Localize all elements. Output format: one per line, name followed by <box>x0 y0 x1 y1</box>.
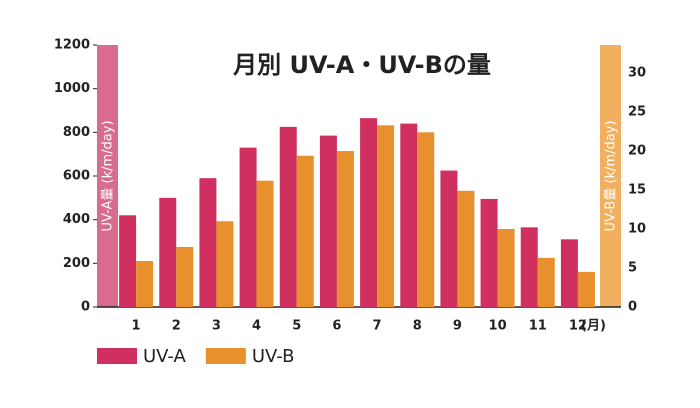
y-tick-label: 800 <box>63 125 90 140</box>
y-tick-label: 1000 <box>54 81 90 96</box>
bar <box>319 135 337 307</box>
x-tick-label: 5 <box>292 319 301 334</box>
x-tick-label: 9 <box>453 319 462 334</box>
bar <box>497 229 515 307</box>
bar <box>199 178 217 307</box>
x-axis-label: (月) <box>581 319 606 334</box>
legend-swatch <box>97 348 137 364</box>
legend-swatch <box>205 348 246 364</box>
y2-axis-label: UV-B量 (k/m/day) <box>604 121 619 232</box>
bar <box>256 180 274 307</box>
bar <box>577 271 595 307</box>
y-tick-label: 1200 <box>54 38 90 53</box>
bar <box>417 132 435 307</box>
x-tick-label: 2 <box>172 319 181 334</box>
bar <box>119 215 137 307</box>
x-tick-label: 11 <box>529 319 547 334</box>
y-axis-band <box>97 45 118 307</box>
bar <box>336 151 354 307</box>
bar <box>136 260 154 307</box>
y-tick-label: 600 <box>63 169 90 184</box>
bar <box>279 126 297 307</box>
y2-tick-label: 10 <box>628 222 646 237</box>
y2-tick-label: 25 <box>628 105 646 120</box>
bar <box>520 227 538 307</box>
x-tick-label: 6 <box>332 319 341 334</box>
y2-tick-label: 30 <box>628 66 646 81</box>
y-axis-label: UV-A量 (k/m/day) <box>101 120 116 231</box>
legend-label: UV-A <box>143 346 187 367</box>
x-tick-label: 3 <box>212 319 221 334</box>
bar <box>377 125 395 307</box>
bar <box>537 257 555 307</box>
y2-tick-label: 20 <box>628 144 646 159</box>
bar <box>560 239 578 307</box>
y2-tick-label: 0 <box>628 300 637 315</box>
x-tick-label: 10 <box>489 319 507 334</box>
bar <box>159 197 177 307</box>
y2-axis-band <box>600 45 621 307</box>
bar <box>480 198 498 307</box>
y-tick-label: 400 <box>63 212 90 227</box>
bar <box>216 221 234 307</box>
bar <box>360 118 378 308</box>
x-tick-label: 1 <box>132 319 141 334</box>
bar <box>296 155 314 307</box>
x-tick-label: 7 <box>373 319 382 334</box>
y2-tick-label: 15 <box>628 183 646 198</box>
x-tick-label: 8 <box>413 319 422 334</box>
legend-label: UV-B <box>252 346 295 367</box>
x-tick-label: 12 <box>569 319 587 334</box>
bar <box>457 190 475 307</box>
bar <box>176 246 194 307</box>
chart-title: 月別 UV-A・UV-Bの量 <box>232 51 491 79</box>
bar <box>239 147 257 307</box>
bar <box>400 123 418 307</box>
x-tick-label: 4 <box>252 319 261 334</box>
bar <box>440 170 458 307</box>
y-tick-label: 0 <box>81 300 90 315</box>
y-tick-label: 200 <box>63 256 90 271</box>
y2-tick-label: 5 <box>628 261 637 276</box>
